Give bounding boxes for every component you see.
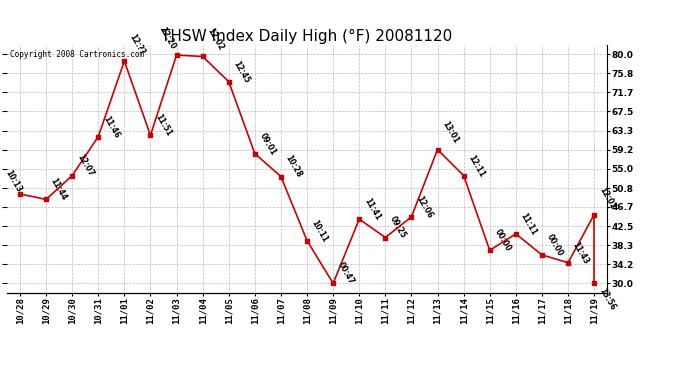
Text: 09:25: 09:25 [388,215,408,240]
Text: 11:41: 11:41 [362,196,382,222]
Point [328,280,339,286]
Text: 13:01: 13:01 [440,120,460,146]
Point [354,216,365,222]
Text: 12:45: 12:45 [232,59,251,84]
Point [484,248,495,254]
Point [275,174,286,180]
Text: 11:44: 11:44 [49,177,69,202]
Point [14,191,26,197]
Text: 12:02: 12:02 [206,27,225,52]
Text: 00:00: 00:00 [493,228,513,253]
Point [67,172,78,178]
Point [171,52,182,58]
Point [406,214,417,220]
Text: 13:56: 13:56 [597,286,617,311]
Point [562,260,573,266]
Text: 00:47: 00:47 [336,261,356,286]
Point [511,231,522,237]
Text: 10:11: 10:11 [310,218,330,243]
Text: 11:11: 11:11 [519,211,538,237]
Text: 12:07: 12:07 [75,153,95,178]
Point [589,211,600,217]
Point [432,147,443,153]
Point [589,280,600,286]
Point [197,54,208,60]
Point [224,79,235,85]
Text: Copyright 2008 Cartronics.com: Copyright 2008 Cartronics.com [10,50,144,59]
Point [536,252,547,258]
Point [145,132,156,138]
Text: 10:28: 10:28 [284,154,304,179]
Text: 11:46: 11:46 [101,114,121,140]
Point [302,238,313,244]
Point [380,234,391,240]
Text: 12:??: 12:?? [127,33,146,57]
Point [41,196,52,202]
Text: 12:20: 12:20 [157,26,177,51]
Point [119,58,130,64]
Text: 09:01: 09:01 [257,131,277,156]
Text: 11:43: 11:43 [571,240,591,266]
Text: 12:11: 12:11 [466,153,486,178]
Text: 00:00: 00:00 [544,232,564,258]
Point [92,134,104,140]
Text: 12:02: 12:02 [597,185,617,210]
Point [249,151,260,157]
Text: 12:06: 12:06 [414,194,434,220]
Text: 10:13: 10:13 [3,169,23,194]
Point [458,172,469,178]
Text: 11:51: 11:51 [153,113,173,138]
Title: THSW Index Daily High (°F) 20081120: THSW Index Daily High (°F) 20081120 [161,29,453,44]
